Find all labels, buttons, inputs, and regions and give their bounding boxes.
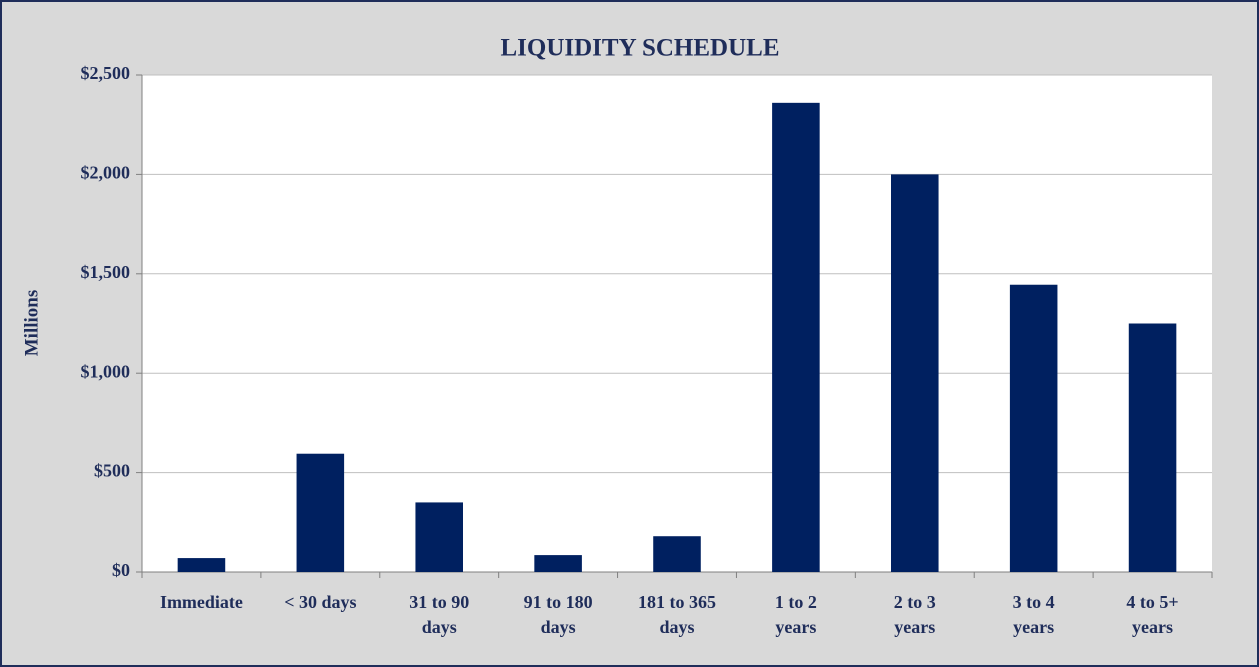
bar [1128,323,1177,572]
bar [653,536,701,572]
bar [415,502,463,572]
chart-title: LIQUIDITY SCHEDULE [500,35,779,62]
bar [1009,284,1058,572]
x-tick-label: 4 to 5+ years [1126,592,1179,637]
y-tick-label: $1,000 [81,361,131,381]
bar [177,558,226,572]
bar [772,102,820,572]
y-tick-label: $1,500 [81,262,131,282]
y-axis-label: Millions [21,290,42,357]
y-tick-label: $500 [94,461,130,481]
x-tick-label: 1 to 2 years [774,592,817,637]
x-tick-label: 91 to 180 days [523,592,593,637]
x-tick-label: 2 to 3 years [893,592,936,637]
bar [296,453,345,572]
x-tick-label: 31 to 90 days [409,592,470,637]
x-tick-label: 181 to 365 days [638,592,716,637]
y-tick-label: $2,500 [81,63,131,83]
y-tick-label: $0 [112,560,130,580]
y-tick-label: $2,000 [81,163,131,183]
bar [891,174,939,572]
bar [534,555,582,572]
x-tick-label: 3 to 4 years [1012,592,1055,637]
x-tick-label: Immediate [159,592,243,612]
x-tick-label: < 30 days [284,592,357,612]
